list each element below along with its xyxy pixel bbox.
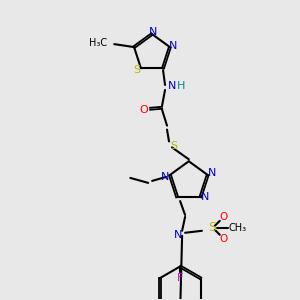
Text: O: O xyxy=(220,234,228,244)
Text: O: O xyxy=(220,212,228,222)
Text: S: S xyxy=(134,65,140,75)
Text: O: O xyxy=(140,105,148,115)
Text: N: N xyxy=(174,230,182,240)
Text: H: H xyxy=(177,81,185,91)
Text: N: N xyxy=(201,192,210,202)
Text: N: N xyxy=(161,172,169,182)
Text: N: N xyxy=(168,81,176,91)
Text: F: F xyxy=(177,273,183,284)
Text: H₃C: H₃C xyxy=(89,38,107,48)
Text: CH₃: CH₃ xyxy=(229,223,247,233)
Text: S: S xyxy=(170,141,178,152)
Text: S: S xyxy=(208,221,216,234)
Text: N: N xyxy=(169,41,177,51)
Text: N: N xyxy=(149,27,157,37)
Text: N: N xyxy=(207,168,216,178)
